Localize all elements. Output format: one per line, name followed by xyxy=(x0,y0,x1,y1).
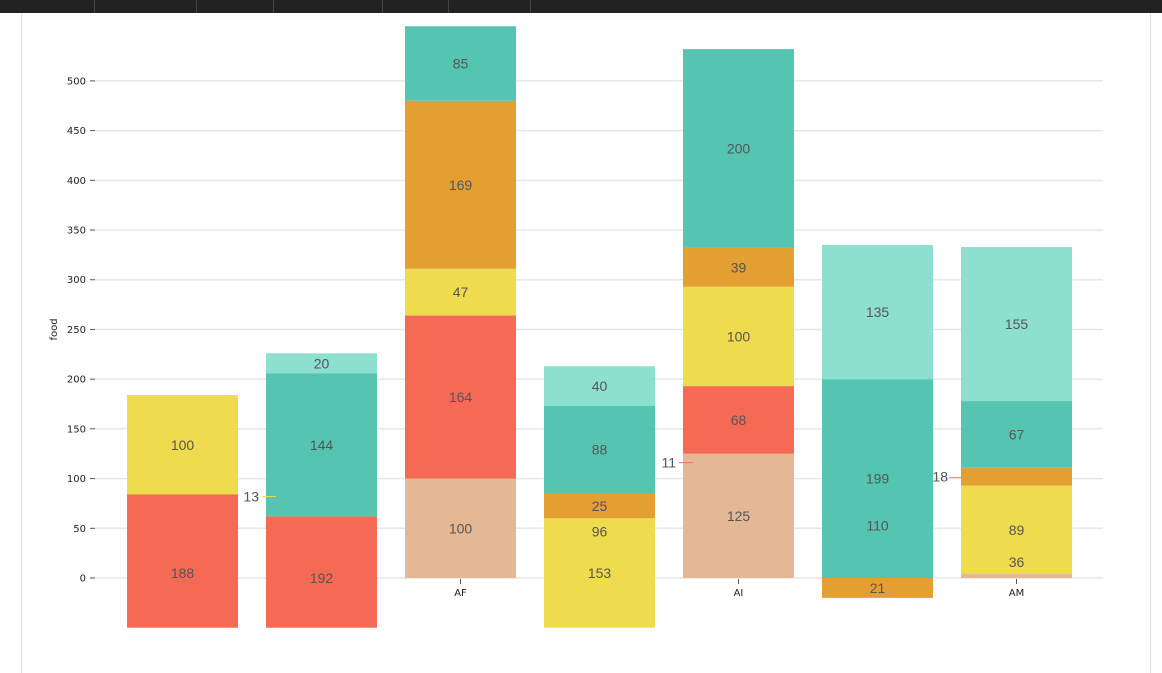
bar-side-label: 11 xyxy=(661,455,676,471)
bar-segment xyxy=(683,247,794,287)
bar-segment xyxy=(266,353,377,374)
top-toolbar xyxy=(0,0,1162,13)
bar-segment xyxy=(127,494,238,628)
bar-data-label: 40 xyxy=(592,378,608,394)
y-tick-label: 0 xyxy=(80,574,86,585)
toolbar-divider xyxy=(448,0,449,13)
bar-data-label: 100 xyxy=(171,437,195,453)
y-axis: 0 50 100 150 200 250 300 350 400 450 500 xyxy=(67,76,95,585)
bar-segment xyxy=(405,26,516,101)
bar-data-label: 67 xyxy=(1009,426,1025,442)
grid-lines xyxy=(95,80,1103,579)
bar-segment xyxy=(683,453,794,578)
y-tick-label: 450 xyxy=(67,126,86,137)
bar-data-label: 85 xyxy=(453,56,469,72)
bar-segment xyxy=(822,379,933,578)
y-tick-label: 50 xyxy=(73,524,86,535)
bar-data-label: 96 xyxy=(592,523,608,539)
bar-segment xyxy=(266,516,377,628)
bar-segment xyxy=(544,518,655,628)
bar-data-label: 169 xyxy=(449,177,473,193)
y-tick-label: 400 xyxy=(67,176,86,187)
bar-segment xyxy=(683,286,794,387)
bar-data-label: 21 xyxy=(870,580,886,596)
bar-segment xyxy=(961,574,1072,578)
bar-data-label: 100 xyxy=(727,328,751,344)
bar-data-label: 100 xyxy=(449,520,473,536)
bar-segment xyxy=(961,485,1072,575)
bar-data-label: 88 xyxy=(592,442,608,458)
bar-data-label: 144 xyxy=(310,437,334,453)
bar-data-label: 20 xyxy=(314,355,330,371)
bars xyxy=(127,26,1072,628)
bar-segment xyxy=(127,395,238,495)
toolbar-divider xyxy=(196,0,197,13)
bar-data-label: 153 xyxy=(588,565,612,581)
bar-side-label: 13 xyxy=(243,488,259,504)
y-axis-label: food xyxy=(49,318,60,340)
bar-data-label: 155 xyxy=(1005,316,1029,332)
bar-data-label: 135 xyxy=(866,304,890,320)
toolbar-divider xyxy=(273,0,274,13)
bar-segment xyxy=(961,246,1072,402)
y-tick-label: 100 xyxy=(67,474,86,485)
bar-data-label: 47 xyxy=(453,284,469,300)
y-tick-label: 250 xyxy=(67,325,86,336)
bar-data-label: 188 xyxy=(171,565,195,581)
bar-data-label: 25 xyxy=(592,498,608,514)
bar-segment xyxy=(405,315,516,479)
bar-data-label: 68 xyxy=(731,412,747,428)
bar-segment xyxy=(683,49,794,248)
x-tick-label: AF xyxy=(454,588,467,599)
bar-data-label: 192 xyxy=(310,570,334,586)
bar-data-label: 199 xyxy=(866,471,890,487)
stacked-bar-chart: 0 50 100 150 200 250 300 350 400 450 500 188 100 192… xyxy=(49,26,1103,628)
bar-segment xyxy=(822,578,933,598)
bar-side-label: 18 xyxy=(932,469,948,485)
bar-segment xyxy=(683,386,794,454)
toolbar-divider xyxy=(382,0,383,13)
y-tick-label: 200 xyxy=(67,375,86,386)
bar-data-label: 89 xyxy=(1009,522,1025,538)
y-tick-label: 350 xyxy=(67,226,86,237)
bar-segment xyxy=(405,100,516,269)
bar-data-label: 110 xyxy=(866,517,889,533)
x-tick-label: AM xyxy=(1009,588,1024,599)
bar-data-label: 200 xyxy=(727,141,751,157)
y-tick-label: 300 xyxy=(67,275,86,286)
bar-segment xyxy=(544,366,655,407)
y-tick-label: 150 xyxy=(67,424,86,435)
toolbar-divider xyxy=(94,0,95,13)
bar-data-label: 39 xyxy=(731,259,747,275)
bar-segment xyxy=(266,373,377,517)
bar-data-label: 125 xyxy=(727,508,751,524)
y-tick-label: 500 xyxy=(67,76,86,87)
bar-labels: 188 100 192 144 20 13 100 164 47 169 85 153 25 88 40 96… xyxy=(171,56,1029,596)
bar-segment xyxy=(405,268,516,316)
bar-segment xyxy=(961,467,1072,486)
bar-segment xyxy=(544,493,655,519)
bar-segment xyxy=(544,406,655,494)
toolbar-divider xyxy=(530,0,531,13)
bar-data-label: 36 xyxy=(1009,554,1025,570)
bar-segment xyxy=(961,401,1072,468)
bar-data-label: 164 xyxy=(449,389,473,405)
bar-segment xyxy=(822,244,933,380)
bar-segment xyxy=(405,478,516,578)
x-tick-label: AI xyxy=(734,588,744,599)
x-axis: AF AI AM xyxy=(454,579,1024,599)
